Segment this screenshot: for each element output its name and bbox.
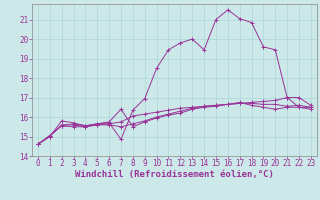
X-axis label: Windchill (Refroidissement éolien,°C): Windchill (Refroidissement éolien,°C)	[75, 170, 274, 179]
